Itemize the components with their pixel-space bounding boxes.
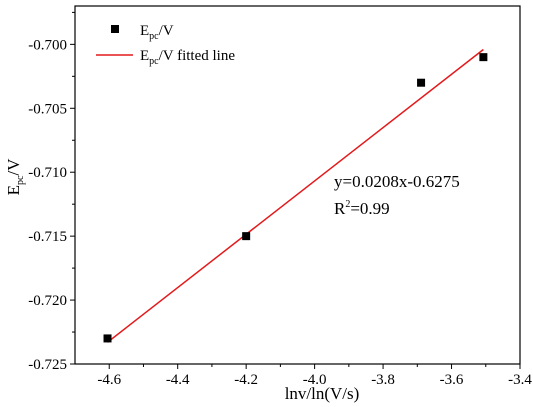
- fit-equation: y=0.0208x-0.6275: [334, 172, 460, 191]
- y-tick-label: -0.715: [28, 229, 67, 245]
- x-tick-label: -4.4: [166, 372, 190, 388]
- x-tick-label: -4.0: [303, 372, 327, 388]
- legend-label-fit-sub: pc: [149, 56, 159, 67]
- data-point: [417, 78, 426, 87]
- legend-label-points: Epc/V: [140, 23, 174, 42]
- x-tick-label: -4.6: [97, 372, 121, 388]
- x-tick-label: -3.6: [440, 372, 464, 388]
- fit-r2: R2=0.99: [334, 199, 390, 218]
- data-point: [103, 334, 112, 343]
- y-tick-label: -0.700: [28, 37, 67, 53]
- legend-label-points-sub: pc: [149, 31, 159, 42]
- y-axis-title: Epc/V: [4, 158, 26, 196]
- y-tick-label: -0.720: [28, 293, 67, 309]
- fit-line: [107, 48, 484, 343]
- legend-label-points-tail: /V: [159, 23, 174, 39]
- plot-area-frame: [74, 5, 521, 365]
- legend-marker-points: [111, 25, 119, 33]
- x-tick-label: -4.2: [234, 372, 258, 388]
- legend-label-fit: Epc/V fitted line: [140, 48, 235, 67]
- x-axis-title: lnv/ln(V/s): [285, 384, 360, 403]
- fit-r2-tail: =0.99: [350, 199, 389, 218]
- y-axis-title-main: E: [4, 185, 23, 195]
- y-axis-title-tail: /V: [4, 158, 23, 176]
- legend: Epc/V Epc/V fitted line: [96, 23, 235, 67]
- y-axis-title-sub: pc: [15, 175, 26, 185]
- fit-r2-main: R: [334, 199, 346, 218]
- legend-label-fit-tail: /V fitted line: [159, 48, 236, 64]
- x-tick-label: -3.8: [371, 372, 395, 388]
- legend-label-fit-main: E: [140, 48, 149, 64]
- y-tick-label: -0.705: [28, 101, 67, 117]
- y-tick-label: -0.725: [28, 357, 67, 373]
- y-tick-label: -0.710: [28, 165, 67, 181]
- data-point: [479, 53, 488, 62]
- x-tick-label: -3.4: [508, 372, 532, 388]
- data-point: [242, 232, 251, 241]
- fit-r2-sup: 2: [345, 199, 350, 210]
- legend-label-points-main: E: [140, 23, 149, 39]
